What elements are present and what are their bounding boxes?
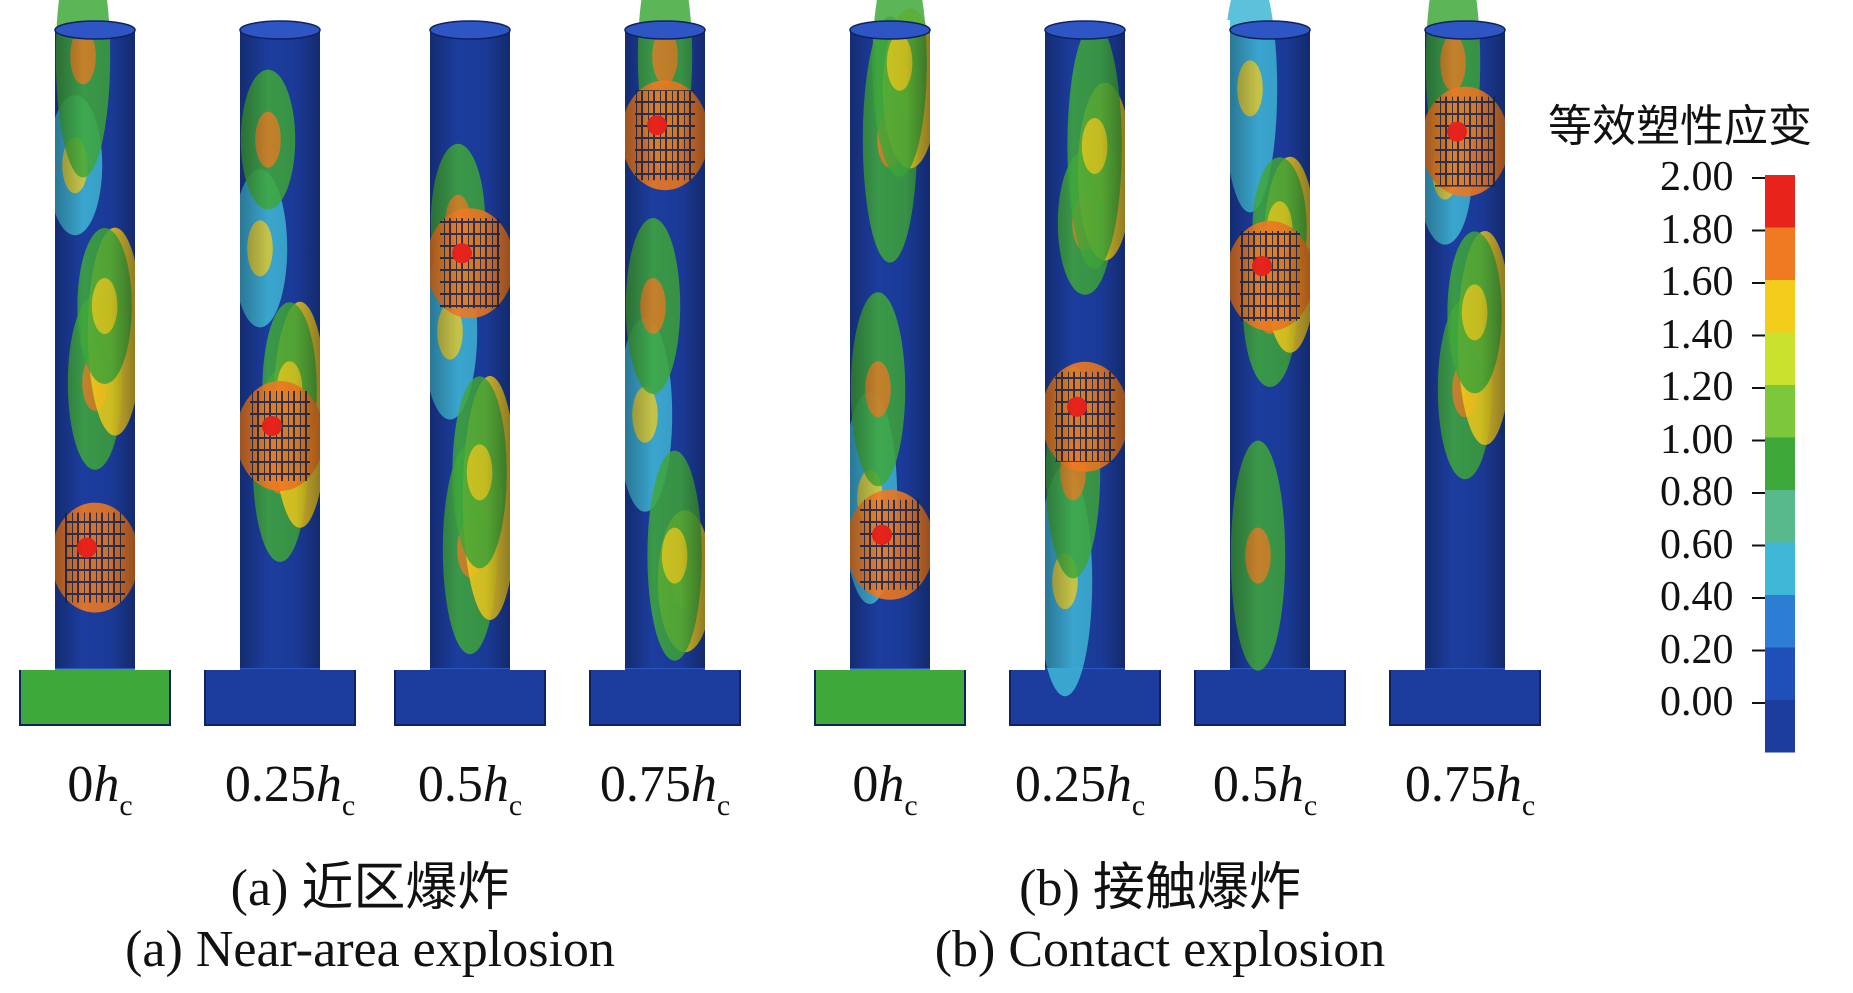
column-model-2: [180, 20, 380, 726]
legend-swatch: [1765, 437, 1795, 490]
column-position-label: 0.5hc: [417, 756, 523, 822]
column-position-label: 0hc: [852, 756, 918, 822]
legend-swatch: [1765, 175, 1795, 228]
caption-b-chinese: (b) 接触爆炸: [1019, 860, 1301, 917]
column-model-1: [0, 0, 195, 726]
legend-swatch: [1765, 490, 1795, 543]
legend-swatch: [1765, 385, 1795, 438]
column-position-label: 0.5hc: [1212, 756, 1318, 822]
legend-tick-label: 1.60: [1660, 259, 1734, 305]
column-model-8: [1365, 0, 1565, 726]
caption-a-english: (a) Near-area explosion: [125, 921, 615, 978]
legend-color-bar: [1752, 175, 1795, 753]
legend-tick-label: 1.80: [1660, 206, 1734, 253]
legend-tick-label: 2.00: [1660, 154, 1734, 200]
legend-swatch: [1765, 280, 1795, 333]
legend-tick-label: 0.40: [1660, 574, 1734, 620]
column-model-3: [370, 20, 570, 726]
legend-tick-label: 1.00: [1660, 416, 1734, 463]
caption-b-english: (b) Contact explosion: [934, 921, 1386, 978]
column-position-label: 0.75hc: [599, 756, 731, 822]
legend-tick-label: 1.20: [1660, 364, 1734, 410]
column-position-label: 0.25hc: [224, 756, 356, 822]
legend-swatch: [1765, 595, 1795, 648]
legend-tick-label: 1.40: [1660, 311, 1734, 358]
legend-swatch: [1765, 542, 1795, 595]
column-model-4: [565, 0, 765, 726]
column-model-5: [790, 0, 990, 726]
legend-tick-label: 0.20: [1660, 626, 1734, 673]
column-model-6: [985, 20, 1185, 726]
legend-title: 等效塑性应变: [1548, 101, 1812, 152]
legend-tick-label: 0.80: [1660, 469, 1734, 515]
legend-tick-label: 0.60: [1660, 521, 1734, 568]
legend-swatch: [1765, 332, 1795, 385]
legend-swatch: [1765, 647, 1795, 700]
legend-swatch: [1765, 227, 1795, 280]
legend-swatch: [1765, 700, 1795, 753]
column-position-label: 0hc: [67, 756, 133, 822]
column-model-7: [1170, 0, 1370, 726]
caption-a-chinese: (a) 近区爆炸: [230, 860, 510, 917]
column-position-label: 0.75hc: [1404, 756, 1536, 822]
column-position-label: 0.25hc: [1014, 756, 1146, 822]
legend-tick-label: 0.00: [1660, 679, 1734, 725]
